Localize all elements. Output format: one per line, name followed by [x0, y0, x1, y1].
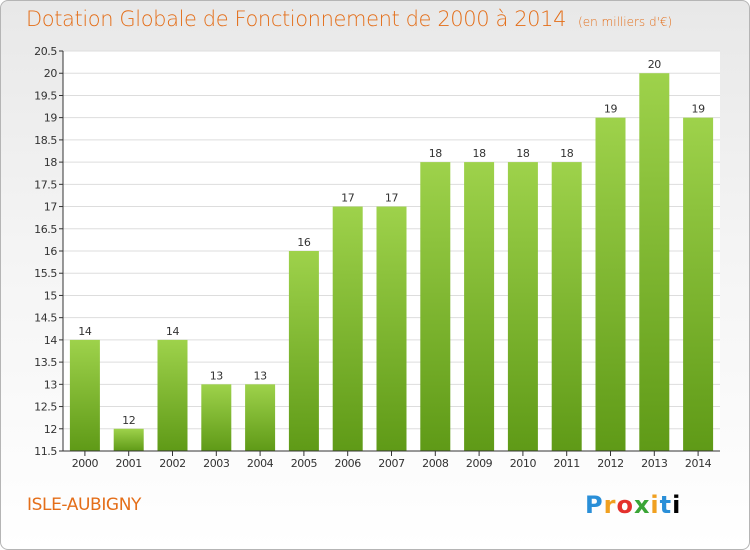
logo-letter: t: [659, 491, 673, 519]
bar-value-label: 13: [210, 369, 224, 382]
x-tick-label: 2013: [641, 457, 668, 470]
x-tick-label: 2011: [553, 457, 579, 470]
bar-value-label: 16: [297, 236, 311, 249]
x-tick-label: 2014: [685, 457, 712, 470]
y-tick-label: 20.5: [34, 45, 57, 58]
bar: [595, 117, 626, 452]
chart-title: Dotation Globale de Fonctionnement de 20…: [26, 7, 672, 31]
axes: 11.5 12 12.5 13 13.5 14 14.5 15 15.5 16 16.5 17 17.5…: [34, 45, 720, 470]
x-tick-label: 2002: [159, 457, 185, 470]
logo-letter: o: [616, 491, 634, 519]
logo-letter: P: [585, 491, 604, 519]
x-tick-label: 2008: [422, 457, 449, 470]
bar: [683, 117, 714, 452]
bars: 14 12 14 13 13 16 17 17 18 18 18 18 19 20 19: [69, 58, 714, 452]
y-tick-label: 20: [44, 67, 58, 80]
x-tick-label: 2000: [72, 457, 99, 470]
y-tick-label: 18.5: [34, 134, 57, 147]
bar-value-label: 14: [78, 325, 92, 338]
bar: [245, 384, 276, 451]
bar-value-label: 18: [429, 147, 443, 160]
bar-value-label: 17: [385, 192, 399, 205]
bar-value-label: 12: [122, 414, 135, 427]
bar-value-label: 17: [341, 192, 355, 205]
x-tick-label: 2007: [378, 457, 405, 470]
bar-value-label: 14: [166, 325, 180, 338]
y-tick-label: 14.5: [34, 312, 57, 325]
logo-letter: r: [603, 491, 617, 519]
x-tick-label: 2009: [466, 457, 493, 470]
x-tick-label: 2005: [291, 457, 318, 470]
bar-value-label: 18: [560, 147, 574, 160]
x-tick-label: 2003: [203, 457, 230, 470]
logo-letter: i: [672, 491, 682, 519]
y-tick-label: 11.5: [34, 445, 57, 458]
bar: [288, 251, 319, 451]
y-tick-label: 12: [44, 423, 57, 436]
bar: [157, 339, 188, 451]
commune-name: ISLE-AUBIGNY: [27, 495, 142, 515]
y-tick-label: 16.5: [34, 223, 57, 236]
bar-value-label: 18: [516, 147, 530, 160]
y-tick-label: 19.5: [34, 89, 57, 102]
bar: [376, 206, 407, 451]
bar-value-label: 18: [472, 147, 486, 160]
bar-value-label: 19: [691, 103, 705, 116]
bar: [639, 73, 670, 451]
bar: [201, 384, 232, 451]
bar: [464, 162, 495, 451]
chart-title-text: Dotation Globale de Fonctionnement de 20…: [26, 7, 567, 31]
bar-value-label: 13: [253, 369, 267, 382]
y-tick-label: 14: [44, 334, 58, 347]
logo-letter: i: [650, 491, 660, 519]
bar: [69, 339, 100, 451]
y-tick-label: 16: [44, 245, 58, 258]
x-tick-label: 2006: [334, 457, 361, 470]
x-tick-label: 2012: [597, 457, 623, 470]
y-tick-label: 13: [44, 378, 58, 391]
y-tick-label: 17.5: [34, 178, 57, 191]
y-tick-label: 18: [44, 156, 58, 169]
y-tick-label: 15.5: [34, 267, 57, 280]
y-tick-label: 15: [44, 289, 58, 302]
logo-letter: x: [633, 491, 651, 519]
bar: [113, 428, 144, 451]
bar: [507, 162, 538, 451]
y-tick-label: 13.5: [34, 356, 57, 369]
bar: [420, 162, 451, 451]
y-tick-label: 19: [44, 112, 58, 125]
x-tick-label: 2010: [510, 457, 537, 470]
x-tick-label: 2001: [115, 457, 141, 470]
y-tick-label: 12.5: [34, 401, 57, 414]
proxiti-logo: Proxiti: [585, 491, 681, 519]
bar: [332, 206, 363, 451]
x-tick-label: 2004: [247, 457, 274, 470]
bar-value-label: 20: [648, 58, 662, 71]
chart-unit: (en milliers d'€): [578, 15, 673, 29]
y-tick-label: 17: [44, 201, 58, 214]
bar: [551, 162, 582, 451]
bar-value-label: 19: [604, 103, 618, 116]
